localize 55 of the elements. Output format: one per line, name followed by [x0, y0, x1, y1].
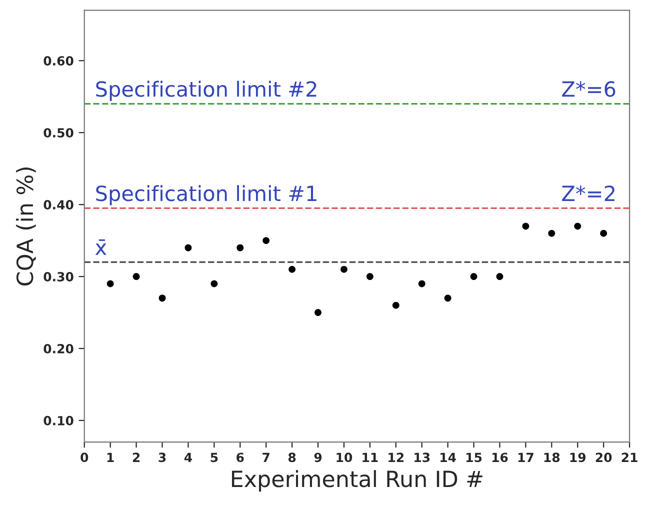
point [262, 237, 270, 244]
x-tick-label: 12 [388, 452, 404, 462]
x-tick-label: 5 [210, 452, 218, 462]
x-tick-label: 9 [314, 452, 322, 462]
point [470, 273, 478, 280]
point [418, 280, 426, 288]
x-tick-label: 10 [336, 452, 352, 462]
point [366, 273, 374, 280]
point [522, 222, 530, 230]
y-tick-label: 0.20 [44, 344, 74, 354]
x-tick-label: 6 [236, 452, 244, 462]
point [548, 230, 556, 237]
annotation: Z*=2 [562, 185, 614, 201]
x-tick-label: 16 [492, 452, 508, 462]
x-tick-label: 14 [440, 452, 456, 462]
point [496, 273, 504, 280]
x-tick-label: 11 [362, 452, 378, 462]
point [392, 302, 400, 309]
x-tick-label: 20 [596, 452, 612, 462]
annotation: Z*=6 [562, 81, 616, 97]
x-tick-label: 19 [570, 452, 586, 462]
x-tick-label: 3 [158, 452, 166, 462]
y-tick-label: 0.30 [44, 272, 74, 282]
x-tick-label: 18 [544, 452, 560, 462]
x-tick-label: 15 [466, 452, 482, 462]
point [106, 280, 114, 288]
y-tick-label: 0.60 [44, 56, 74, 66]
point [340, 266, 348, 273]
point [210, 280, 218, 288]
x-tick-label: 0 [80, 452, 88, 462]
x-tick-label: 8 [288, 452, 296, 462]
y-tick-label: 0.10 [44, 416, 74, 426]
point [184, 244, 192, 252]
point [444, 294, 452, 302]
x-tick-label: 2 [132, 452, 140, 462]
x-tick-label: 21 [622, 452, 638, 462]
ref-line-label: x̄ [95, 239, 106, 255]
point [314, 309, 322, 316]
y-tick-label: 0.50 [44, 128, 74, 138]
y-tick-label: 0.40 [44, 200, 74, 210]
x-tick-label: 7 [262, 452, 270, 462]
x-tick-label: 4 [184, 452, 192, 462]
x-tick-label: 13 [414, 452, 430, 462]
point [288, 266, 296, 273]
x-axis-title: Experimental Run ID # [232, 470, 482, 492]
ref-line-label: Specification limit #2 [96, 80, 316, 101]
point [158, 294, 166, 302]
y-axis-title: CQA (in %) [16, 168, 36, 286]
point [132, 273, 140, 280]
x-tick-label: 17 [518, 452, 534, 462]
ref-line-label: Specification limit #1 [96, 185, 316, 206]
x-tick-label: 1 [107, 452, 114, 462]
point [600, 230, 608, 237]
point [236, 244, 244, 252]
point [574, 222, 582, 230]
